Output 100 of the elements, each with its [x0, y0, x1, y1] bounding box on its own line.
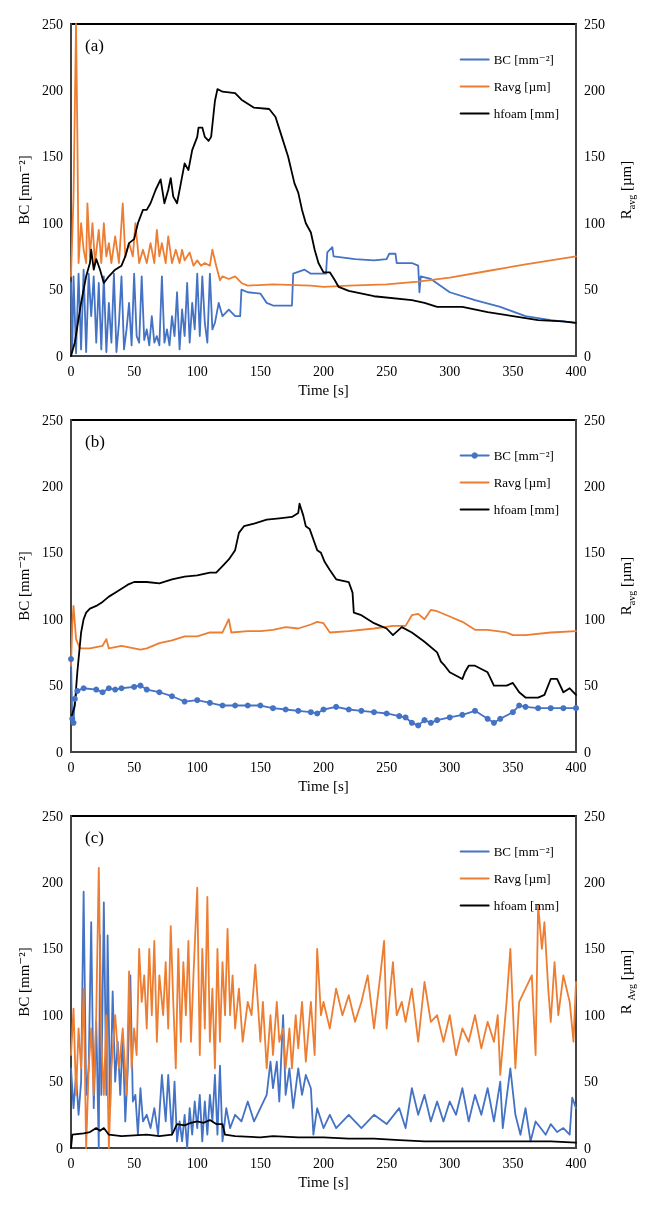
- x-tick-label: 50: [127, 759, 142, 775]
- point: [522, 703, 529, 710]
- legend-label: Ravg [µm]: [493, 871, 551, 886]
- y-tick-label: 150: [42, 149, 63, 165]
- point: [547, 705, 554, 712]
- point: [74, 687, 81, 694]
- point: [383, 710, 390, 717]
- x-tick-label: 300: [439, 1155, 461, 1171]
- point: [270, 705, 276, 712]
- point: [194, 697, 201, 704]
- point: [573, 705, 579, 712]
- point: [371, 709, 377, 716]
- y2-tick-label: 0: [584, 348, 591, 364]
- y2-tick-label: 100: [584, 215, 605, 231]
- point: [71, 695, 78, 702]
- x-tick-label: 0: [67, 363, 75, 379]
- line-series: [70, 23, 577, 288]
- y2-tick-label: 0: [584, 1140, 591, 1156]
- y-axis-title: BC [mm⁻²]: [15, 155, 32, 225]
- point: [415, 722, 422, 729]
- x-tick-label: 50: [127, 1155, 142, 1171]
- x-axis-title: Time [s]: [298, 382, 349, 399]
- point: [169, 693, 175, 700]
- point: [99, 689, 106, 696]
- y-tick-label: 150: [42, 941, 63, 957]
- x-tick-label: 100: [186, 759, 208, 775]
- y2-tick-label: 200: [584, 82, 605, 98]
- point: [560, 705, 567, 712]
- legend-label: hfoam [mm]: [493, 898, 559, 913]
- point: [427, 719, 434, 726]
- x-tick-label: 0: [67, 1155, 75, 1171]
- y-tick-label: 0: [56, 1140, 63, 1156]
- x-tick-label: 250: [376, 1155, 398, 1171]
- x-tick-label: 150: [249, 363, 271, 379]
- y-tick-label: 200: [42, 874, 63, 890]
- point: [459, 711, 466, 718]
- x-tick-label: 400: [565, 1155, 587, 1171]
- point: [490, 719, 497, 726]
- point: [484, 715, 491, 722]
- y2-tick-label: 250: [584, 16, 605, 32]
- x-tick-label: 0: [67, 759, 75, 775]
- x-tick-label: 150: [249, 759, 271, 775]
- x-tick-label: 100: [186, 1155, 208, 1171]
- point: [105, 685, 112, 692]
- point: [314, 710, 321, 717]
- y-tick-label: 250: [42, 808, 63, 824]
- x-tick-label: 350: [502, 759, 524, 775]
- point: [68, 656, 74, 663]
- point: [143, 686, 150, 693]
- point: [118, 685, 125, 692]
- point: [80, 685, 87, 692]
- y2-tick-label: 200: [584, 478, 605, 494]
- point: [535, 705, 542, 712]
- line-series: [70, 605, 577, 667]
- y2-axis-title: R Avg [µm]: [618, 949, 637, 1015]
- y2-tick-label: 250: [584, 808, 605, 824]
- legend-label: hfoam [mm]: [493, 502, 559, 517]
- legend-label: BC [mm⁻²]: [493, 448, 554, 463]
- x-tick-label: 250: [376, 759, 398, 775]
- point: [516, 702, 523, 709]
- text: (a): [85, 36, 104, 55]
- point: [408, 719, 415, 726]
- x-tick-label: 100: [186, 363, 208, 379]
- y2-tick-label: 100: [584, 1007, 605, 1023]
- y2-tick-label: 50: [584, 678, 598, 694]
- x-tick-label: 50: [127, 363, 142, 379]
- y-tick-label: 150: [42, 545, 63, 561]
- point: [307, 709, 314, 716]
- x-tick-label: 200: [313, 363, 334, 379]
- point: [70, 719, 77, 726]
- point: [402, 714, 409, 721]
- y-axis-title: BC [mm⁻²]: [15, 947, 32, 1017]
- point: [232, 702, 239, 709]
- point: [396, 713, 403, 720]
- point: [472, 707, 478, 714]
- y2-tick-label: 100: [584, 611, 605, 627]
- y2-axis-title: Ravg [µm]: [618, 160, 637, 220]
- point: [333, 703, 340, 710]
- y-tick-label: 100: [42, 215, 63, 231]
- y-tick-label: 100: [42, 1007, 63, 1023]
- legend-label: Ravg [µm]: [493, 475, 551, 490]
- point: [434, 717, 441, 724]
- x-tick-label: 300: [439, 363, 461, 379]
- point: [446, 714, 453, 721]
- point: [131, 683, 138, 690]
- x-tick-label: 150: [249, 1155, 271, 1171]
- y2-tick-label: 0: [584, 744, 591, 760]
- y-axis-title: BC [mm⁻²]: [15, 551, 32, 621]
- point: [206, 699, 213, 706]
- point: [93, 686, 100, 693]
- x-axis-title: Time [s]: [298, 778, 349, 795]
- text: (c): [85, 828, 104, 847]
- y2-tick-label: 150: [584, 545, 605, 561]
- y2-tick-label: 200: [584, 874, 605, 890]
- y2-tick-label: 50: [584, 282, 598, 298]
- y2-tick-label: 150: [584, 941, 605, 957]
- point: [282, 706, 289, 713]
- x-tick-label: 200: [313, 759, 334, 775]
- x-tick-label: 350: [502, 363, 524, 379]
- point: [219, 702, 226, 709]
